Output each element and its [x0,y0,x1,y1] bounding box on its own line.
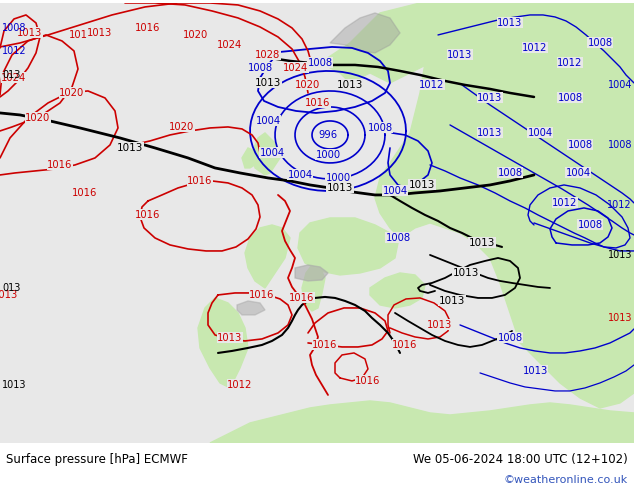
Text: 1013: 1013 [327,183,353,193]
Text: 1016: 1016 [249,290,275,300]
Text: 1013: 1013 [117,143,143,153]
Text: 1008: 1008 [307,58,333,68]
Text: 1024: 1024 [283,63,309,73]
Text: We 05-06-2024 18:00 UTC (12+102): We 05-06-2024 18:00 UTC (12+102) [413,453,628,466]
Polygon shape [210,401,634,443]
Text: 1013: 1013 [87,28,113,38]
Text: 1008: 1008 [247,63,273,73]
Text: 1008: 1008 [368,123,392,133]
Text: 1020: 1020 [60,88,84,98]
Text: 1020: 1020 [295,80,321,90]
Text: 1013: 1013 [607,313,632,323]
Text: 1013: 1013 [439,296,465,306]
Text: 1008: 1008 [498,333,522,343]
Polygon shape [330,13,400,53]
Text: 1013: 1013 [0,290,18,300]
Text: 1004: 1004 [607,80,632,90]
Text: 1016: 1016 [187,176,212,186]
Text: 1004: 1004 [287,170,313,180]
Text: 1008: 1008 [578,220,602,230]
Polygon shape [237,301,265,315]
Text: 1013: 1013 [409,180,435,190]
Polygon shape [298,218,398,275]
Text: 1008: 1008 [567,140,593,150]
Text: 1020: 1020 [25,113,51,123]
Text: 1020: 1020 [183,30,207,40]
Text: 1008: 1008 [385,233,411,243]
Text: 1013: 1013 [337,80,363,90]
Text: 1016: 1016 [72,188,98,198]
Text: 1016: 1016 [355,376,380,386]
Text: 1013: 1013 [217,333,243,343]
Text: 1012: 1012 [522,43,548,53]
Text: 1012: 1012 [557,58,583,68]
Text: 1016: 1016 [289,293,314,303]
Text: 1013: 1013 [522,366,548,376]
Text: 1024: 1024 [1,73,27,83]
Polygon shape [320,3,520,83]
Text: 1004: 1004 [259,148,285,158]
Text: 1012: 1012 [2,46,27,56]
Polygon shape [252,133,280,175]
Text: 1020: 1020 [169,122,195,132]
Text: 1012: 1012 [552,198,578,208]
Text: Surface pressure [hPa] ECMWF: Surface pressure [hPa] ECMWF [6,453,188,466]
Text: 1004: 1004 [527,128,553,138]
Polygon shape [302,265,325,311]
Text: 1013: 1013 [453,268,479,278]
Text: 1016: 1016 [69,30,94,40]
Text: 013: 013 [2,70,20,80]
Polygon shape [370,273,425,308]
Text: 1024: 1024 [217,40,243,50]
Text: 1013: 1013 [498,18,522,28]
Text: 1013: 1013 [477,128,503,138]
Text: 1013: 1013 [255,78,281,88]
Polygon shape [295,265,328,281]
Text: 1000: 1000 [325,173,351,183]
Text: 1004: 1004 [566,168,590,178]
Text: 1028: 1028 [256,50,281,60]
Text: 1008: 1008 [498,168,522,178]
Text: 1008: 1008 [2,23,27,33]
Text: 1013: 1013 [17,28,42,38]
Text: 1013: 1013 [2,380,27,390]
Text: 1008: 1008 [588,38,612,48]
Text: 1000: 1000 [316,150,340,160]
Text: 1013: 1013 [448,50,472,60]
Text: 1008: 1008 [607,140,632,150]
Text: 1013: 1013 [427,320,453,330]
Text: 1016: 1016 [48,160,73,170]
Text: ©weatheronline.co.uk: ©weatheronline.co.uk [504,475,628,485]
Text: 1016: 1016 [392,340,418,350]
Text: 1016: 1016 [306,98,331,108]
Text: 1013: 1013 [607,250,632,260]
Polygon shape [198,298,248,388]
Text: 1008: 1008 [557,93,583,103]
Text: 1013: 1013 [477,93,503,103]
Polygon shape [375,3,634,408]
Text: 1004: 1004 [256,116,281,126]
Text: 1012: 1012 [228,380,253,390]
Text: 996: 996 [318,130,337,140]
Polygon shape [242,148,258,168]
Text: 1012: 1012 [607,200,632,210]
Text: 1004: 1004 [382,186,408,196]
Text: 013: 013 [2,283,20,293]
Text: 1013: 1013 [469,238,495,248]
Text: 1016: 1016 [135,23,160,33]
Text: 1016: 1016 [135,210,160,220]
Text: 1016: 1016 [313,340,338,350]
Polygon shape [245,225,290,288]
Text: 1012: 1012 [419,80,444,90]
